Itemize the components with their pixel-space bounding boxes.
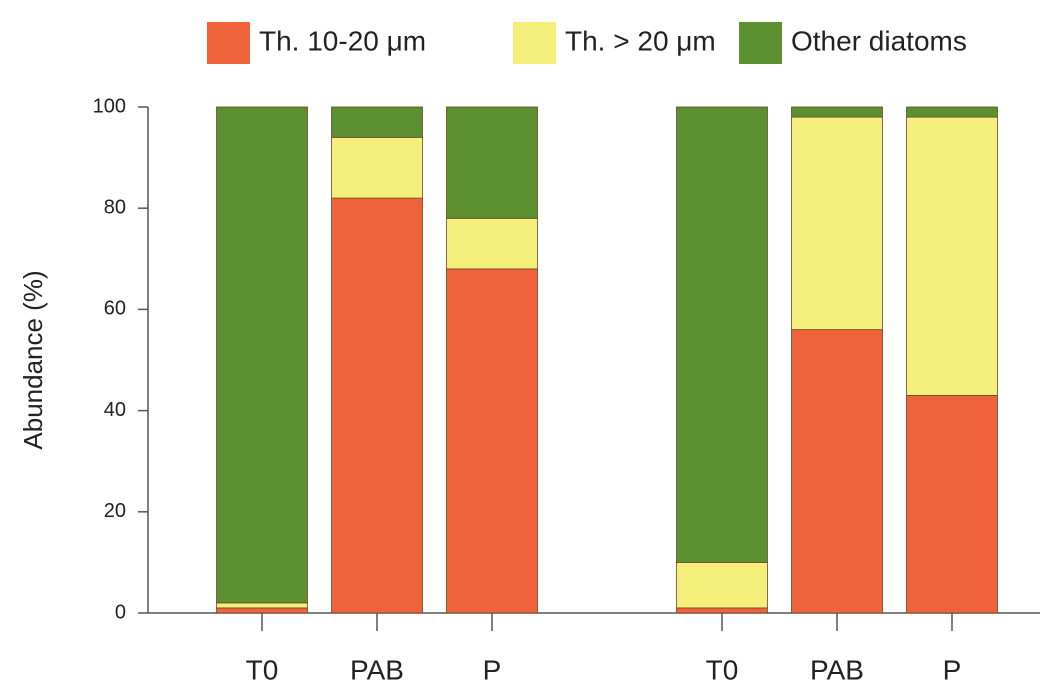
legend-label: Th. 10-20 μm bbox=[259, 25, 426, 56]
legend-swatch bbox=[513, 22, 556, 64]
x-tick-label: PAB bbox=[350, 654, 404, 685]
bar-segment bbox=[446, 268, 538, 614]
y-tick-label: 80 bbox=[104, 196, 126, 218]
bar-segment bbox=[906, 395, 998, 614]
bar-segment bbox=[331, 136, 423, 199]
y-tick-label: 0 bbox=[115, 601, 126, 623]
bar-segment bbox=[216, 106, 308, 604]
bar-segment bbox=[791, 116, 883, 331]
bar-segment bbox=[331, 197, 423, 614]
legend-swatch bbox=[207, 22, 250, 64]
bar-segment bbox=[446, 217, 538, 270]
bar-segment bbox=[331, 106, 423, 138]
y-tick-label: 60 bbox=[104, 298, 126, 320]
bar-segment bbox=[446, 106, 538, 219]
bar-segment bbox=[216, 602, 308, 609]
bar-segment bbox=[906, 116, 998, 396]
x-tick-label: PAB bbox=[810, 654, 864, 685]
legend-label: Th. > 20 μm bbox=[565, 25, 716, 56]
bar-segment bbox=[906, 106, 998, 118]
bar-segment bbox=[676, 106, 768, 563]
legend-label: Other diatoms bbox=[791, 25, 967, 56]
y-axis-label: Abundance (%) bbox=[18, 270, 48, 449]
y-tick-label: 100 bbox=[93, 95, 126, 117]
legend-swatch bbox=[739, 22, 782, 64]
bar-segment bbox=[676, 562, 768, 609]
y-tick-label: 20 bbox=[104, 500, 126, 522]
bar-segment bbox=[791, 329, 883, 614]
x-tick-label: T0 bbox=[246, 654, 279, 685]
bar-segment bbox=[676, 607, 768, 614]
y-tick-label: 40 bbox=[104, 399, 126, 421]
x-tick-label: P bbox=[943, 654, 962, 685]
x-tick-label: T0 bbox=[706, 654, 739, 685]
x-tick-label: P bbox=[483, 654, 502, 685]
bar-segment bbox=[791, 106, 883, 118]
bar-segment bbox=[216, 607, 308, 614]
